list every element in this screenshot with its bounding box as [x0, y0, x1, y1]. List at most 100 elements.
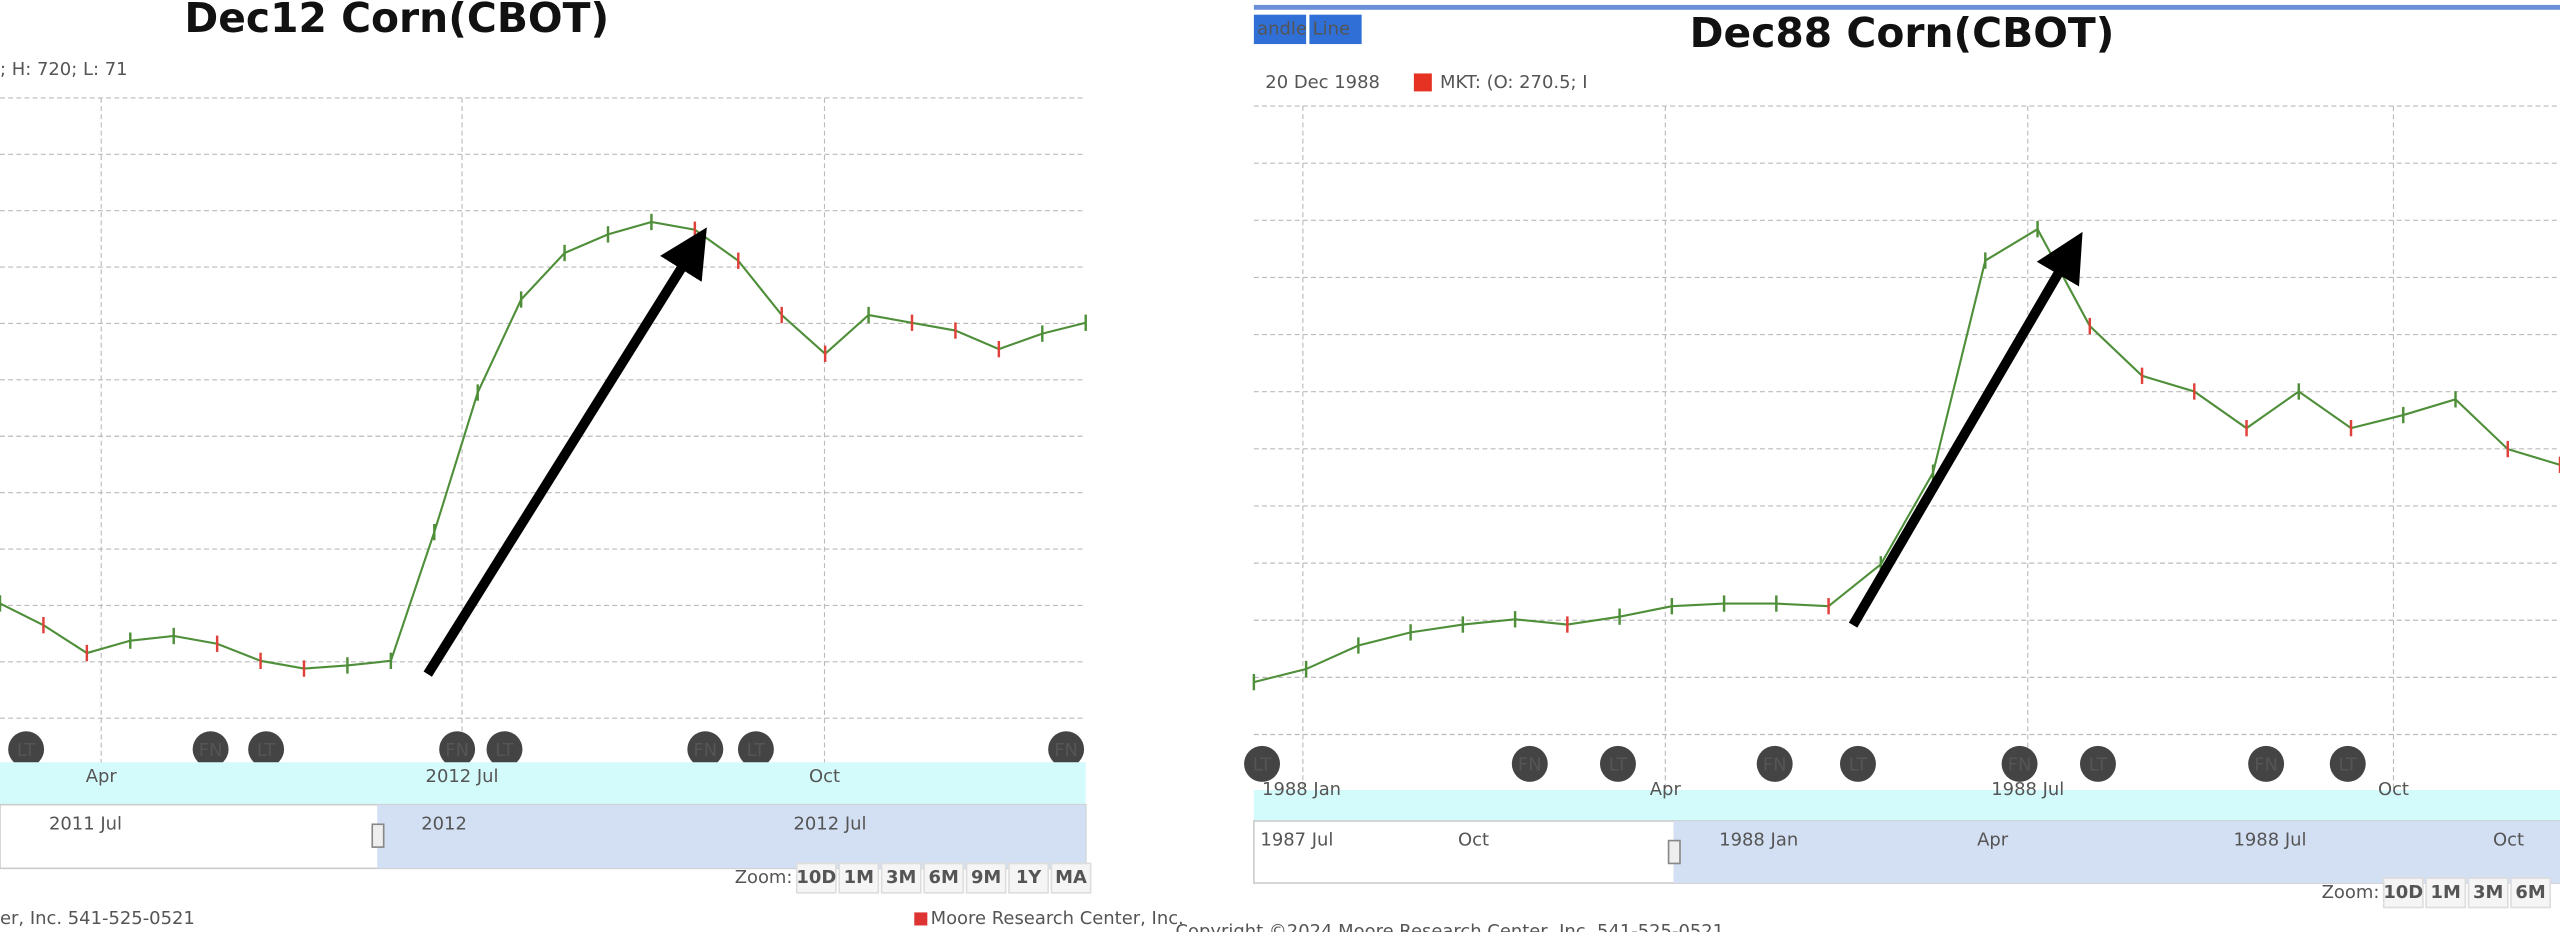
zoom-button-label: 1M [844, 867, 874, 888]
event-marker [1756, 745, 1793, 782]
top-bar [1253, 4, 2560, 10]
event-marker [2001, 745, 2038, 782]
price-line [1253, 227, 2560, 684]
x-tick-label: Apr [1650, 779, 1682, 800]
event-marker [687, 731, 724, 768]
zoom-button[interactable] [1008, 862, 1049, 894]
legend-date: 20 Dec 1988 [1265, 72, 1380, 93]
x-tick-label: Oct [2378, 779, 2409, 800]
event-marker [1600, 745, 1636, 782]
annotation-arrow [1848, 231, 2083, 628]
navigator-handle[interactable] [371, 823, 385, 848]
event-label: FN [2008, 755, 2032, 776]
zoom-button-label: MA [1055, 867, 1087, 888]
zoom-button-label: 9M [971, 867, 1001, 888]
navigator-label: 2012 Jul [793, 813, 866, 834]
zoom-button-label: 10D [2383, 882, 2423, 903]
event-marker [1048, 731, 1085, 768]
event-label: LT [1253, 755, 1273, 776]
event-label: FN [693, 740, 717, 761]
mode-button-label: Line [1313, 18, 1350, 39]
x-tick-label: 1988 Jul [1991, 779, 2064, 800]
event-marker [2080, 745, 2116, 782]
price-line [0, 220, 1086, 670]
zoom-button[interactable] [838, 862, 880, 894]
annotation-arrow [423, 227, 707, 677]
navigator-label: Apr [1977, 830, 2009, 851]
event-marker [1244, 745, 1280, 782]
credit-icon [914, 912, 928, 926]
event-label: FN [445, 740, 469, 761]
zoom-button-label: 10D [796, 867, 836, 888]
navigator-label: 2012 [421, 813, 467, 834]
zoom-button-label: 3M [886, 867, 916, 888]
x-tick-label: Apr [86, 766, 118, 787]
event-marker [248, 731, 285, 768]
event-label: FN [1054, 740, 1078, 761]
navigator-selection [377, 804, 1086, 869]
navigator-handle[interactable] [1667, 839, 1681, 865]
credit: Moore Research Center, Inc. [931, 908, 1184, 929]
navigator-band [0, 762, 1086, 805]
event-label: FN [199, 740, 223, 761]
navigator-label: 1988 Jul [2233, 830, 2306, 851]
zoom-button-label: 6M [2515, 882, 2545, 903]
zoom-button-label: 1M [2431, 882, 2461, 903]
zoom-button-label: 6M [928, 867, 958, 888]
zoom-button-label: 1Y [1016, 867, 1042, 888]
chart-title: Dec12 Corn(CBOT) [184, 0, 609, 42]
event-label: LT [257, 740, 277, 761]
mode-button[interactable] [1309, 14, 1362, 45]
event-label: LT [495, 740, 515, 761]
x-tick-label: 1988 Jan [1262, 779, 1341, 800]
navigator-label: 1987 Jul [1260, 830, 1333, 851]
event-marker [1840, 745, 1876, 782]
navigator-selection [1673, 821, 2560, 884]
event-label: FN [1763, 755, 1787, 776]
mode-button[interactable] [1253, 14, 1307, 45]
zoom-button[interactable] [923, 862, 965, 894]
event-marker [1511, 745, 1548, 782]
navigator-label: 2011 Jul [49, 813, 122, 834]
event-label: LT [2339, 755, 2359, 776]
event-label: FN [1518, 755, 1542, 776]
zoom-button[interactable] [795, 862, 837, 894]
event-marker [192, 731, 229, 768]
footer: Copyright ©2024 Moore Research Center, I… [1176, 921, 1725, 932]
mode-button-label: andle [1257, 18, 1307, 39]
zoom-button[interactable] [2382, 877, 2424, 909]
event-label: LT [17, 740, 37, 761]
chart-title: Dec88 Corn(CBOT) [1690, 9, 2115, 57]
event-marker [439, 731, 476, 768]
event-marker [8, 731, 45, 768]
legend-text: ; H: 720; L: 71 [0, 59, 128, 80]
zoom-button[interactable] [880, 862, 922, 894]
navigator-band [1253, 789, 2560, 822]
event-label: FN [2254, 755, 2278, 776]
zoom-label: Zoom: [2322, 882, 2380, 903]
zoom-button-label: 3M [2473, 882, 2503, 903]
zoom-button[interactable] [965, 862, 1007, 894]
event-label: LT [1609, 755, 1629, 776]
zoom-button[interactable] [2425, 877, 2467, 909]
event-marker [737, 731, 774, 768]
event-marker [2248, 745, 2285, 782]
navigator-label: 1988 Jan [1719, 830, 1798, 851]
legend-swatch [1413, 73, 1432, 92]
navigator-label: Oct [1458, 830, 1489, 851]
zoom-button[interactable] [1050, 862, 1092, 894]
navigator-label: Oct [2493, 830, 2524, 851]
event-label: LT [2089, 755, 2109, 776]
x-tick-label: Oct [809, 766, 840, 787]
footer: er, Inc. 541-525-0521 [0, 908, 195, 929]
event-label: LT [1849, 755, 1869, 776]
event-marker [2329, 745, 2366, 782]
zoom-label: Zoom: [735, 867, 793, 888]
legend-text: MKT: (O: 270.5; I [1440, 72, 1588, 93]
zoom-button[interactable] [2467, 877, 2509, 909]
event-label: LT [747, 740, 767, 761]
zoom-button[interactable] [2510, 877, 2552, 909]
event-marker [486, 731, 523, 768]
